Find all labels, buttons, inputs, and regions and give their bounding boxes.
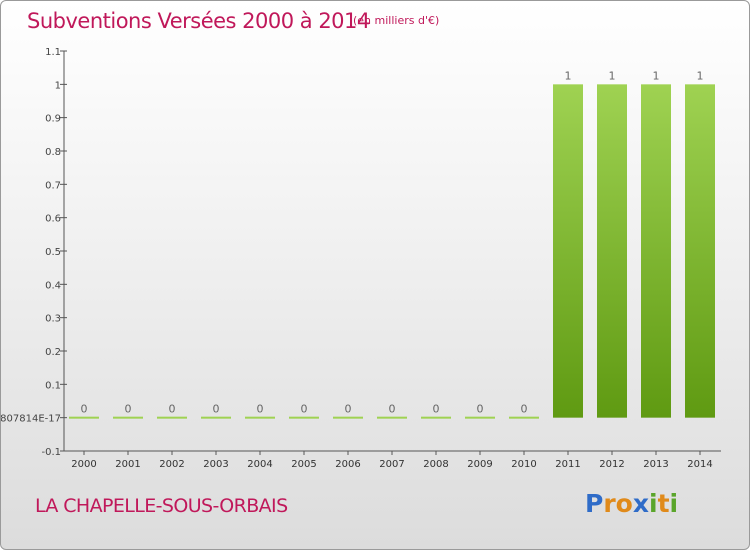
value-label: 1 [609,69,616,82]
bar [69,416,99,419]
bar [333,416,363,419]
x-tick-label: 2014 [687,459,712,470]
x-tick-label: 2011 [555,459,580,470]
bar [465,416,495,419]
value-label: 0 [345,403,352,416]
bar [377,416,407,419]
value-label: 0 [169,403,176,416]
x-tick-label: 2007 [379,459,404,470]
y-tick-label: 1.3877787807814E-17 [1,414,61,425]
y-tick-label: 0.5 [45,247,61,258]
logo-letter: i [649,489,658,518]
value-label: 0 [301,403,308,416]
bar [641,84,671,418]
x-tick-label: 2006 [335,459,360,470]
chart-title: Subventions Versées 2000 à 2014 [27,9,370,33]
value-label: 0 [389,403,396,416]
value-label: 1 [653,69,660,82]
x-tick-label: 2002 [159,459,184,470]
y-tick-label: 0.7 [45,180,61,191]
y-tick-label: 1 [55,80,61,91]
value-label: 0 [125,403,132,416]
y-tick-label: 0.6 [45,214,61,225]
bar [201,416,231,419]
bar [157,416,187,419]
bar [553,84,583,418]
value-label: 0 [81,403,88,416]
y-tick-label: -0.1 [41,447,61,458]
value-label: 0 [477,403,484,416]
y-tick-label: 0.4 [45,280,61,291]
bar [685,84,715,418]
logo-letter: i [669,489,679,518]
bar [289,416,319,419]
y-tick-label: 0.9 [45,114,61,125]
value-label: 0 [257,403,264,416]
x-tick-label: 2008 [423,459,448,470]
value-label: 1 [565,69,572,82]
value-label: 0 [521,403,528,416]
y-tick-label: 0.8 [45,147,61,158]
logo-letter: o [615,489,633,518]
x-tick-label: 2009 [467,459,492,470]
chart-unit: (en milliers d'€) [353,14,440,27]
x-tick-label: 2001 [115,459,140,470]
value-label: 0 [213,403,220,416]
bar [245,416,275,419]
value-label: 1 [697,69,704,82]
logo-letter: t [657,489,670,518]
commune-name: LA CHAPELLE-SOUS-ORBAIS [35,495,288,517]
y-tick-label: 0.2 [45,347,61,358]
x-tick-label: 2004 [247,459,272,470]
proxiti-logo[interactable]: Proxiti [585,489,678,518]
x-tick-label: 2005 [291,459,316,470]
logo-letter: P [585,489,604,518]
bar [113,416,143,419]
logo-letter: r [603,489,616,518]
y-tick-label: 0.1 [45,380,61,391]
bar [421,416,451,419]
bar [597,84,627,418]
x-tick-label: 2010 [511,459,536,470]
y-tick-label: 1.1 [45,47,61,58]
logo-letter: x [632,489,649,518]
x-tick-label: 2003 [203,459,228,470]
x-tick-label: 2012 [599,459,624,470]
y-tick-label: 0.3 [45,314,61,325]
value-label: 0 [433,403,440,416]
x-tick-label: 2013 [643,459,668,470]
bar [509,416,539,419]
x-tick-label: 2000 [71,459,96,470]
